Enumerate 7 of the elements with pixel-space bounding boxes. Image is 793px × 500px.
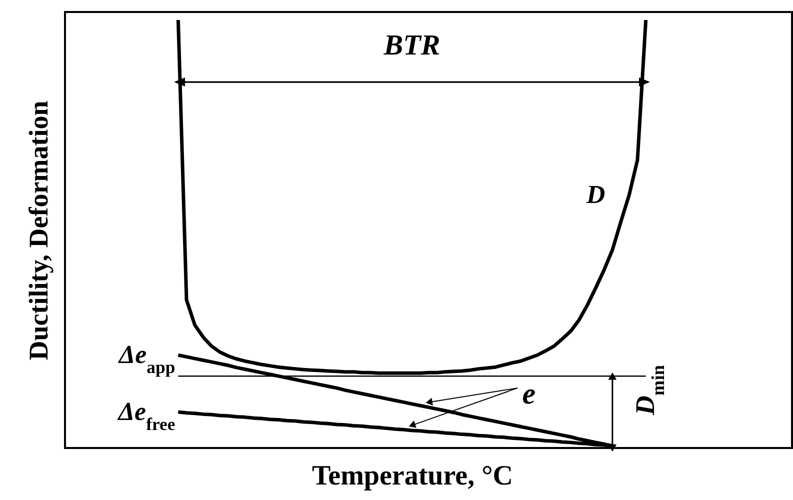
annotation: e [522,378,536,410]
series-label: D [585,180,606,210]
series-label: Δe$_{app}$ [118,340,176,378]
series-label: Δe$_{free}$ [117,397,176,434]
x-axis-title: Temperature, °C [312,460,513,492]
y-axis-title: Ductility, Deformation [24,100,54,360]
annotation: BTR [382,30,440,62]
